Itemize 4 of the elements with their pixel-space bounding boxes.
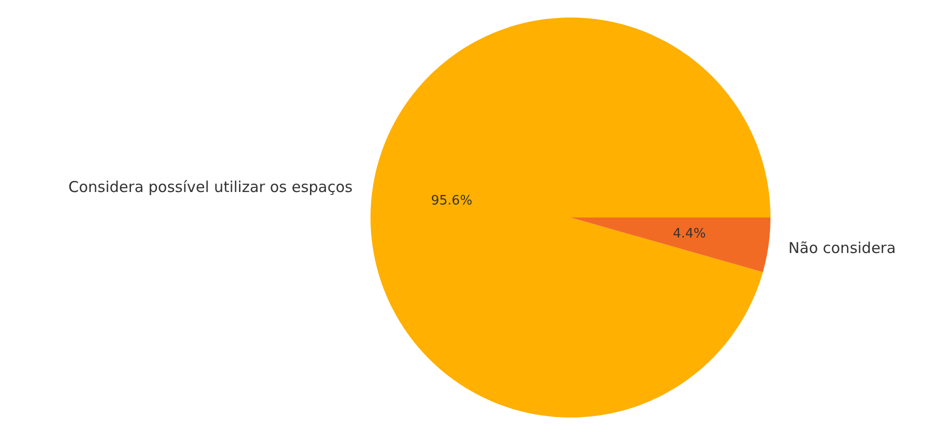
data-label: 4.4% [672,226,706,242]
slice-label: Considera possível utilizar os espaços [68,178,353,196]
slice-label: Não considera [788,238,896,257]
data-label: 95.6% [430,193,472,208]
